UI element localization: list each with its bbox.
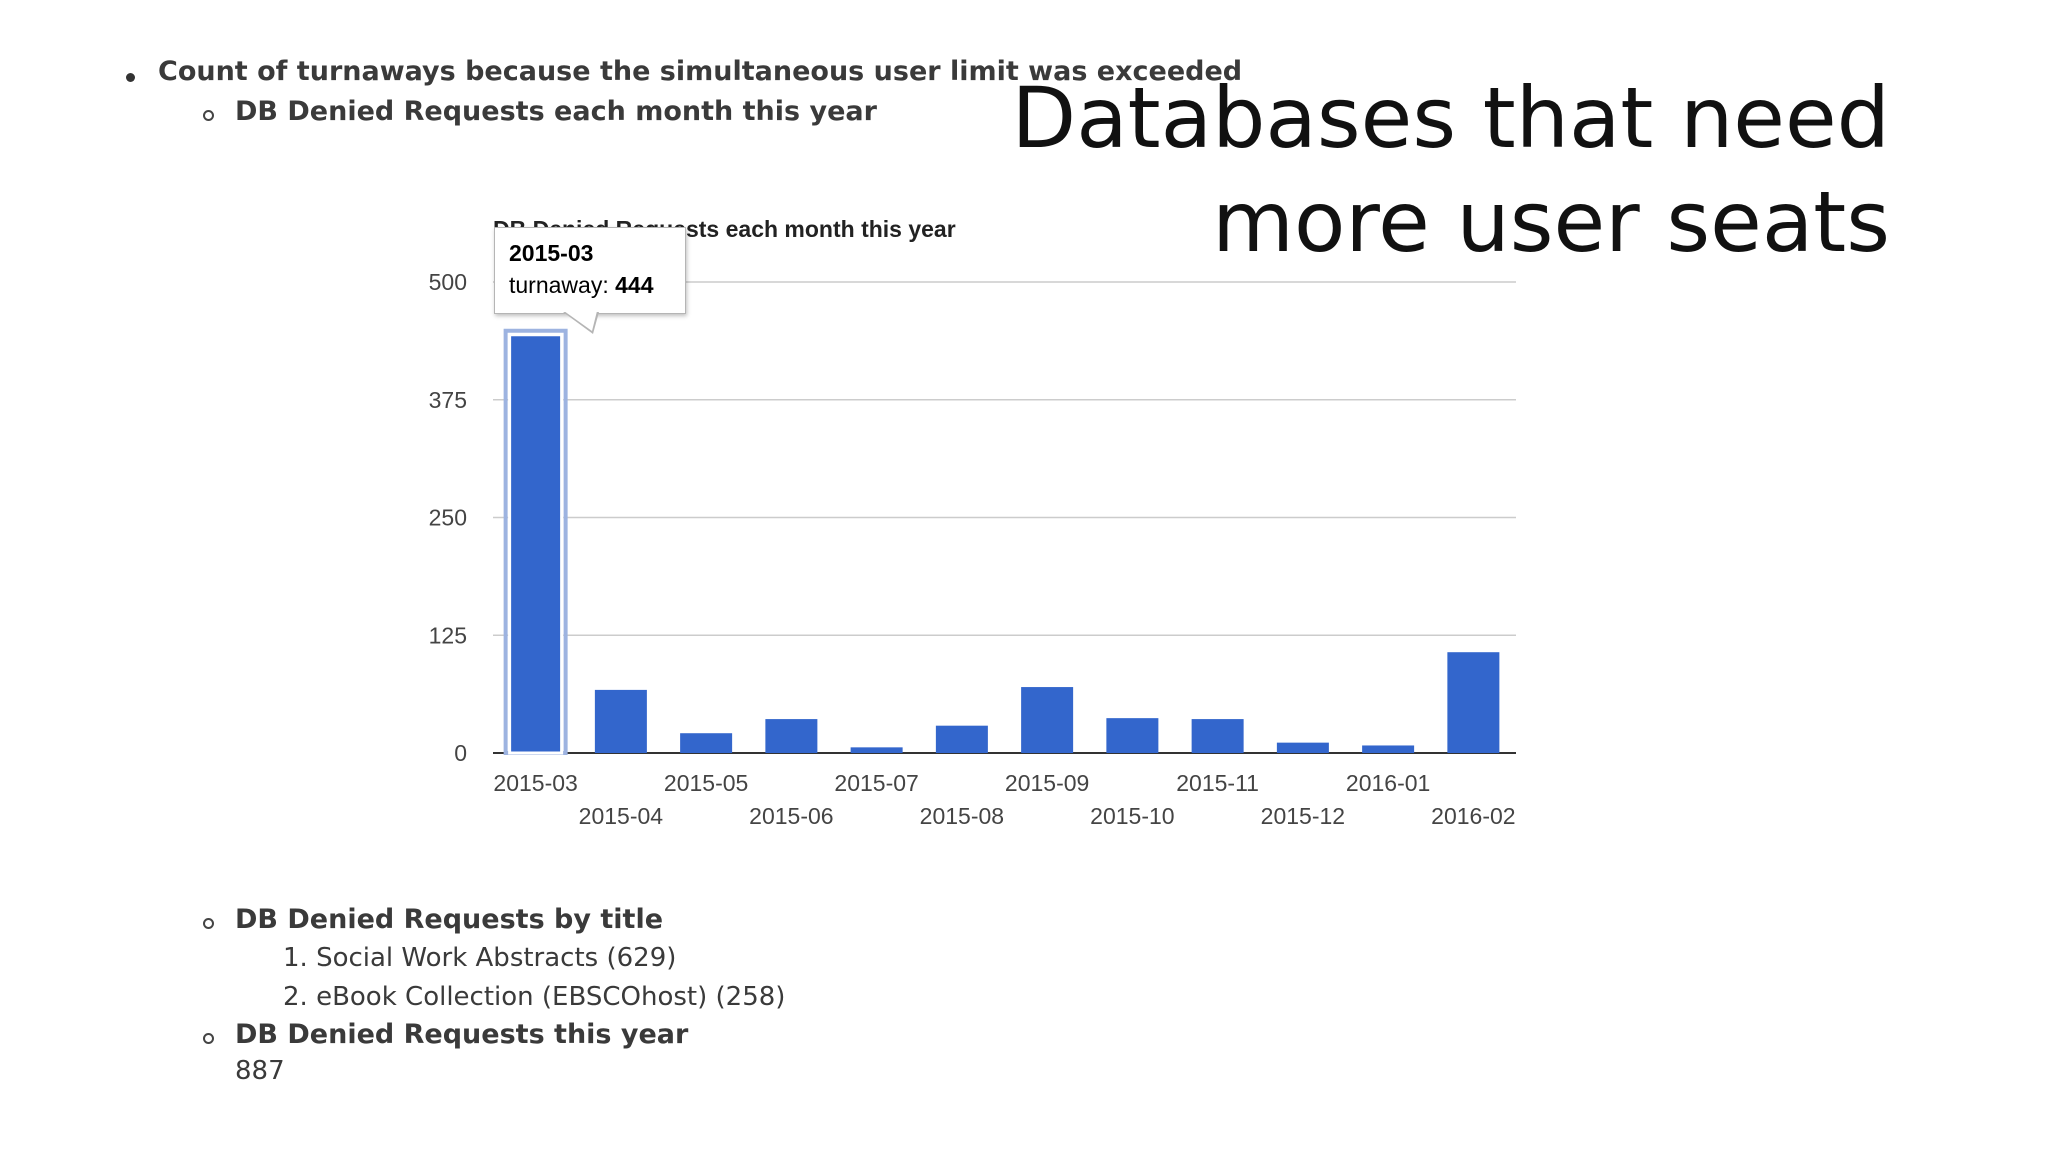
x-tick-label: 2015-08 — [920, 803, 1004, 829]
tooltip-row: turnaway: 444 — [509, 272, 653, 299]
section-by-title-heading: DB Denied Requests by title — [235, 904, 664, 935]
chart-y-ticks: 0 125 250 375 500 — [429, 269, 467, 766]
y-tick-label: 0 — [454, 740, 467, 766]
x-tick-label: 2015-06 — [749, 803, 833, 829]
bar-2015-08[interactable] — [935, 725, 988, 753]
bar-2015-06[interactable] — [765, 719, 818, 753]
x-tick-label: 2016-02 — [1431, 803, 1515, 829]
bullet-dot — [126, 73, 135, 82]
y-tick-label: 125 — [429, 622, 467, 648]
section-monthly-heading: DB Denied Requests each month this year — [235, 96, 877, 127]
x-tick-label: 2015-07 — [834, 770, 918, 796]
chart-x-ticks: 2015-032015-042015-052015-062015-072015-… — [493, 770, 1515, 829]
tooltip-value: 444 — [615, 272, 654, 298]
bar-2016-01[interactable] — [1362, 745, 1415, 753]
bar-2015-05[interactable] — [680, 733, 733, 753]
x-tick-label: 2015-10 — [1090, 803, 1174, 829]
bar-2015-07[interactable] — [850, 747, 903, 753]
bullet-text: Count of turnaways because the simultane… — [158, 56, 1243, 87]
tooltip-date: 2015-03 — [509, 240, 594, 266]
slide-title-line-1: Databases that need — [1011, 69, 1890, 167]
sub-bullet-circle — [203, 918, 214, 929]
bar-2016-02[interactable] — [1447, 652, 1500, 753]
x-tick-label: 2015-04 — [579, 803, 664, 829]
bar-2015-09[interactable] — [1021, 687, 1074, 753]
slide-title-line-2: more user seats — [1212, 173, 1890, 271]
sub-bullet-circle — [203, 110, 214, 121]
sub-bullet-circle — [203, 1033, 214, 1044]
x-tick-label: 2015-09 — [1005, 770, 1089, 796]
slide-title: Databases that need more user seats — [1012, 66, 1890, 274]
bar-tooltip: 2015-03 turnaway: 444 — [494, 227, 686, 334]
x-tick-label: 2015-03 — [493, 770, 577, 796]
title-list-item-2[interactable]: 2. eBook Collection (EBSCOhost) (258) — [283, 982, 786, 1012]
x-tick-label: 2015-12 — [1261, 803, 1345, 829]
bar-2015-11[interactable] — [1191, 719, 1244, 753]
tooltip-tail-fill — [564, 311, 597, 331]
y-tick-label: 250 — [429, 505, 467, 531]
chart-bars — [503, 328, 1500, 755]
bar-2015-03[interactable] — [508, 333, 564, 755]
chart-gridlines — [493, 281, 1516, 754]
bar-2015-12[interactable] — [1276, 742, 1329, 753]
x-tick-label: 2015-05 — [664, 770, 748, 796]
bar-2015-04[interactable] — [594, 689, 647, 753]
x-tick-label: 2015-11 — [1176, 770, 1259, 796]
title-list-item-1[interactable]: 1. Social Work Abstracts (629) — [283, 943, 677, 973]
x-tick-label: 2016-01 — [1346, 770, 1430, 796]
y-tick-label: 500 — [429, 269, 467, 295]
tooltip-label: turnaway: — [509, 272, 609, 298]
bar-2015-10[interactable] — [1106, 718, 1159, 753]
y-tick-label: 375 — [429, 387, 467, 413]
section-total-heading: DB Denied Requests this year — [235, 1019, 689, 1050]
total-value: 887 — [235, 1056, 285, 1086]
